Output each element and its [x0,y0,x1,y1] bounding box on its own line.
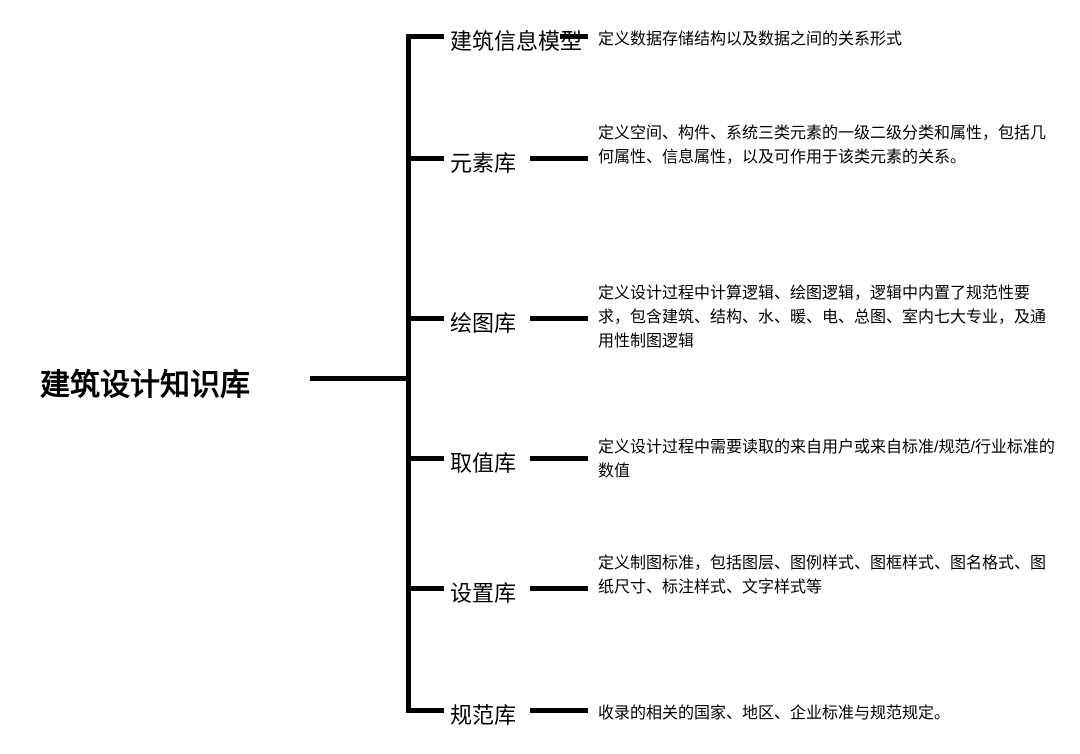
branch-description: 定义设计过程中需要读取的来自用户或来自标准/规范/行业标准的数值 [598,436,1058,484]
stroke-h [406,456,445,461]
branch-title: 建筑信息模型 [450,24,582,56]
stroke-h [530,708,588,713]
branch-description: 定义空间、构件、系统三类元素的一级二级分类和属性，包括几何属性、信息属性，以及可… [598,122,1058,170]
stroke-h [530,316,588,321]
stroke-h [406,708,445,713]
branch-title: 取值库 [450,446,516,478]
stroke-h [310,376,408,381]
stroke-h [406,316,445,321]
branch-description: 定义设计过程中计算逻辑、绘图逻辑，逻辑中内置了规范性要求，包含建筑、结构、水、暖… [598,282,1058,354]
branch-title: 规范库 [450,698,516,730]
stroke-h [530,586,588,591]
stroke-v [406,36,411,710]
branch-title: 绘图库 [450,306,516,338]
branch-description: 定义制图标准，包括图层、图例样式、图框样式、图名格式、图纸尺寸、标注样式、文字样… [598,552,1058,600]
stroke-h [530,456,588,461]
stroke-h [406,156,445,161]
branch-title: 元素库 [450,146,516,178]
branch-title: 设置库 [450,576,516,608]
branch-description: 收录的相关的国家、地区、企业标准与规范规定。 [598,702,1058,726]
stroke-h [406,586,445,591]
stroke-h [406,34,445,39]
root-node: 建筑设计知识库 [40,360,250,404]
branch-description: 定义数据存储结构以及数据之间的关系形式 [598,28,1058,52]
stroke-h [530,156,588,161]
